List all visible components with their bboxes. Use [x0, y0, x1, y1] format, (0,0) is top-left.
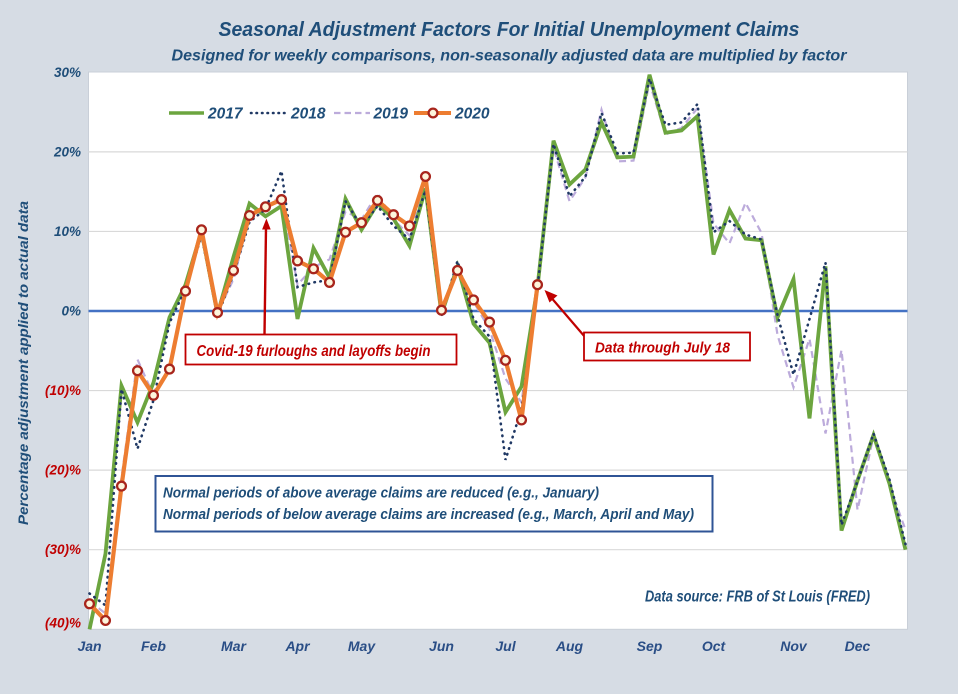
- svg-text:Seasonal Adjustment Factors Fo: Seasonal Adjustment Factors For Initial …: [219, 19, 800, 41]
- svg-text:Oct: Oct: [702, 638, 727, 654]
- svg-text:30%: 30%: [54, 65, 81, 80]
- svg-text:(20)%: (20)%: [45, 463, 81, 478]
- svg-text:Designed for weekly comparison: Designed for weekly comparisons, non-sea…: [172, 48, 848, 65]
- svg-text:2018: 2018: [290, 106, 326, 123]
- svg-text:Jun: Jun: [429, 638, 454, 654]
- svg-text:Data source: FRB of St Louis (: Data source: FRB of St Louis (FRED): [645, 589, 870, 606]
- svg-text:2020: 2020: [454, 106, 490, 123]
- svg-text:20%: 20%: [53, 144, 81, 159]
- svg-text:Nov: Nov: [780, 638, 808, 654]
- svg-text:May: May: [348, 638, 376, 654]
- svg-text:Normal periods of below averag: Normal periods of below average claims a…: [163, 506, 694, 523]
- svg-text:Mar: Mar: [221, 638, 247, 654]
- svg-text:(40)%: (40)%: [45, 616, 81, 631]
- svg-text:0%: 0%: [61, 304, 81, 319]
- svg-text:Aug: Aug: [555, 638, 584, 654]
- svg-text:Data through July 18: Data through July 18: [595, 340, 731, 357]
- svg-text:2019: 2019: [373, 106, 409, 123]
- svg-text:Covid-19 furloughs and layoffs: Covid-19 furloughs and layoffs begin: [197, 343, 431, 360]
- svg-text:2017: 2017: [207, 106, 244, 123]
- svg-text:10%: 10%: [54, 224, 81, 239]
- svg-text:Apr: Apr: [284, 638, 311, 654]
- svg-text:Dec: Dec: [845, 638, 871, 654]
- svg-text:Normal periods of above averag: Normal periods of above average claims a…: [163, 485, 599, 502]
- svg-text:Feb: Feb: [141, 638, 166, 654]
- svg-text:(10)%: (10)%: [45, 383, 81, 398]
- svg-text:Percentage adjustment applied: Percentage adjustment applied to actual …: [16, 200, 31, 525]
- svg-text:Jan: Jan: [77, 638, 101, 654]
- svg-text:(30)%: (30)%: [45, 542, 81, 557]
- svg-text:Sep: Sep: [637, 638, 663, 654]
- svg-text:Jul: Jul: [495, 638, 516, 654]
